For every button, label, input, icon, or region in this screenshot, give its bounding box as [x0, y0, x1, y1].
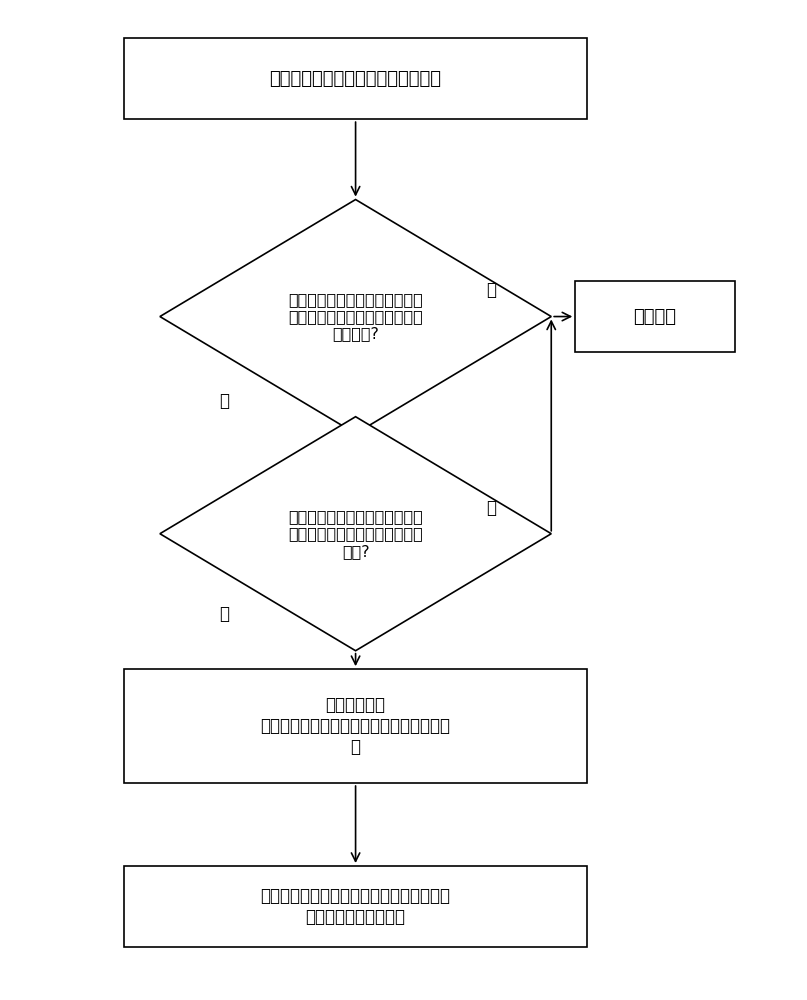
Text: 采用线阵工业相机采集钢板表面图像: 采用线阵工业相机采集钢板表面图像 [270, 70, 441, 88]
Polygon shape [160, 417, 551, 651]
FancyBboxPatch shape [575, 281, 735, 352]
Text: 否: 否 [487, 281, 496, 299]
Text: 采用活动轮廓模型的分割方法对
缺陷图像进行分割，是否有缺陷
区域?: 采用活动轮廓模型的分割方法对 缺陷图像进行分割，是否有缺陷 区域? [288, 509, 423, 559]
Text: 删除图像: 删除图像 [633, 308, 676, 326]
Text: 否: 否 [487, 499, 496, 517]
Text: 是: 是 [219, 392, 229, 410]
FancyBboxPatch shape [124, 38, 587, 119]
Text: 采用图像灰度投影方法对采集的
钢板表面图像进行检测，是否为
缺陷图像?: 采用图像灰度投影方法对采集的 钢板表面图像进行检测，是否为 缺陷图像? [288, 292, 423, 341]
Text: 是: 是 [219, 605, 229, 623]
FancyBboxPatch shape [124, 669, 587, 783]
Polygon shape [160, 200, 551, 434]
Text: 将缺陷图像的特征输入到支持向量机分类器
中对钢板缺陷进行分类: 将缺陷图像的特征输入到支持向量机分类器 中对钢板缺陷进行分类 [261, 887, 450, 926]
FancyBboxPatch shape [124, 866, 587, 947]
Text: 采用基于邻域
信息评估的局部二值模式提取缺陷图像的特
征: 采用基于邻域 信息评估的局部二值模式提取缺陷图像的特 征 [261, 696, 450, 756]
